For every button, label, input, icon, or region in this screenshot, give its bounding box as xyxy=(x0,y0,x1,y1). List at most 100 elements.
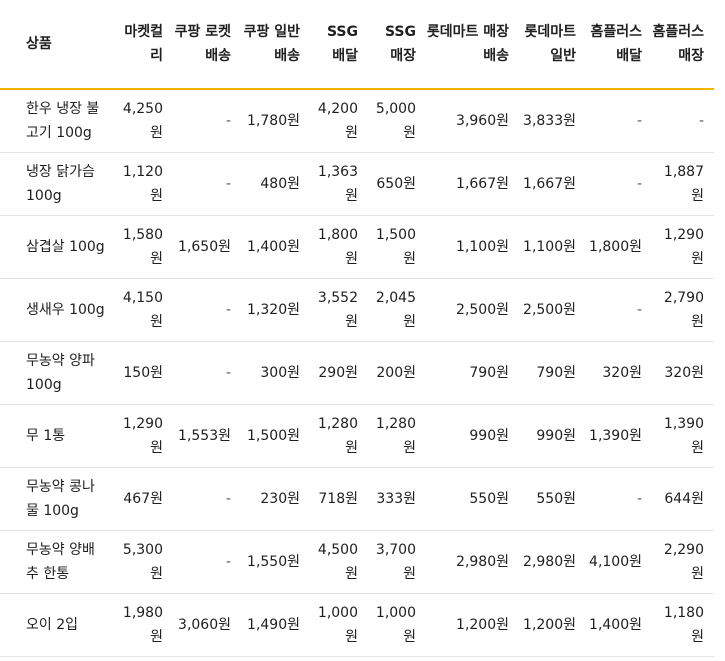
header-lottemart-general: 롯데마트 일반 xyxy=(519,0,586,90)
price-cell-lottemart-general: 2,980원 xyxy=(523,553,576,570)
table-row: 오이 2입 1,980원 3,060원 1,490원 1,000원 1,000원 1,200… xyxy=(0,593,714,656)
price-cell-lottemart-general: 1,100원 xyxy=(523,238,576,255)
cell-product-name: 오이 2입 xyxy=(26,616,78,633)
price-cell-homeplus-delivery: 4,100원 xyxy=(589,553,642,570)
price-cell-coupang-rocket: 1,650원 xyxy=(178,238,231,255)
price-cell-lottemart-store-delivery: 550원 xyxy=(469,490,509,507)
price-cell-coupang-general: 1,320원 xyxy=(247,301,300,318)
price-cell-ssg-store: 2,045원 xyxy=(375,289,416,330)
price-cell-homeplus-store: 644원 xyxy=(664,490,704,507)
price-cell-lottemart-store-delivery: 2,980원 xyxy=(456,553,509,570)
cell-product-name: 한우 냉장 불고기 100g xyxy=(26,100,100,141)
header-row: 상품 마켓컬리 쿠팡 로켓배송 쿠팡 일반배송 SSG 배달 SSG 매장 롯데… xyxy=(0,0,714,90)
price-cell-ssg-store: 200원 xyxy=(376,364,416,381)
price-cell-coupang-general: 300원 xyxy=(260,364,300,381)
price-cell-lottemart-general: 990원 xyxy=(536,427,576,444)
price-cell-coupang-general: 480원 xyxy=(260,175,300,192)
price-cell-homeplus-store: 1,887원 xyxy=(663,163,704,204)
price-cell-homeplus-delivery: - xyxy=(636,490,642,507)
price-cell-lottemart-store-delivery: 1,100원 xyxy=(456,238,509,255)
price-cell-lottemart-store-delivery: 1,667원 xyxy=(456,175,509,192)
price-cell-ssg-store: 650원 xyxy=(376,175,416,192)
cell-product-name: 무농약 양배추 한통 xyxy=(26,541,95,582)
price-cell-lottemart-store-delivery: 2,500원 xyxy=(456,301,509,318)
price-cell-ssg-store: 1,280원 xyxy=(375,415,416,456)
price-cell-market-kurly: 467원 xyxy=(123,490,163,507)
price-cell-homeplus-delivery: 1,390원 xyxy=(589,427,642,444)
price-cell-lottemart-general: 550원 xyxy=(536,490,576,507)
price-cell-ssg-delivery: 4,200원 xyxy=(317,100,358,141)
price-cell-lottemart-general: 1,667원 xyxy=(523,175,576,192)
price-cell-ssg-delivery: 1,800원 xyxy=(317,226,358,267)
cell-product-name: 무농약 양파 100g xyxy=(26,352,95,393)
price-cell-ssg-delivery: 290원 xyxy=(318,364,358,381)
price-cell-ssg-delivery: 4,500원 xyxy=(317,541,358,582)
price-cell-lottemart-store-delivery: 790원 xyxy=(469,364,509,381)
price-cell-lottemart-general: 2,500원 xyxy=(523,301,576,318)
price-cell-coupang-general: 1,490원 xyxy=(247,616,300,633)
header-lottemart-store-delivery: 롯데마트 매장배송 xyxy=(426,0,519,90)
price-cell-market-kurly: 1,120원 xyxy=(122,163,163,204)
header-ssg-delivery: SSG 배달 xyxy=(310,0,368,90)
header-homeplus-delivery: 홈플러스 배달 xyxy=(586,0,652,90)
price-cell-market-kurly: 1,980원 xyxy=(122,604,163,645)
price-cell-lottemart-general: 1,200원 xyxy=(523,616,576,633)
header-market-kurly: 마켓컬리 xyxy=(115,0,173,90)
price-cell-coupang-rocket: - xyxy=(225,301,231,318)
price-cell-homeplus-delivery: - xyxy=(636,112,642,129)
price-cell-homeplus-delivery: 1,400원 xyxy=(589,616,642,633)
price-cell-homeplus-delivery: - xyxy=(636,175,642,192)
price-cell-market-kurly: 1,580원 xyxy=(122,226,163,267)
price-cell-homeplus-delivery: - xyxy=(636,301,642,318)
header-homeplus-store: 홈플러스 매장 xyxy=(652,0,714,90)
price-cell-homeplus-store: 1,180원 xyxy=(663,604,704,645)
price-cell-ssg-store: 5,000원 xyxy=(375,100,416,141)
price-cell-coupang-general: 1,780원 xyxy=(247,112,300,129)
table-row: 냉장 닭가슴 100g 1,120원 - 480원 1,363원 650원 1,667원 1,… xyxy=(0,152,714,215)
header-coupang-rocket: 쿠팡 로켓배송 xyxy=(173,0,241,90)
price-cell-coupang-rocket: 3,060원 xyxy=(178,616,231,633)
price-cell-homeplus-store: 2,790원 xyxy=(663,289,704,330)
price-cell-coupang-rocket: - xyxy=(225,490,231,507)
table-body: 한우 냉장 불고기 100g 4,250원 -1,780원 4,200원 5,000원 3… xyxy=(0,89,714,656)
price-cell-coupang-general: 1,550원 xyxy=(247,553,300,570)
price-cell-ssg-store: 3,700원 xyxy=(375,541,416,582)
price-comparison-table: 상품 마켓컬리 쿠팡 로켓배송 쿠팡 일반배송 SSG 배달 SSG 매장 롯데… xyxy=(0,0,714,656)
cell-product-name: 삼겹살 100g xyxy=(26,238,105,255)
header-ssg-store: SSG 매장 xyxy=(368,0,426,90)
price-cell-market-kurly: 4,150원 xyxy=(122,289,163,330)
price-cell-homeplus-delivery: 1,800원 xyxy=(589,238,642,255)
price-cell-homeplus-store: 2,290원 xyxy=(663,541,704,582)
cell-product-name: 냉장 닭가슴 100g xyxy=(26,163,95,204)
table-row: 삼겹살 100g 1,580원 1,650원 1,400원 1,800원 1,500원 1,… xyxy=(0,215,714,278)
cell-product-name: 생새우 100g xyxy=(26,301,105,318)
table-row: 생새우 100g 4,150원 -1,320원 3,552원 2,045원 2,500원 2… xyxy=(0,278,714,341)
price-cell-ssg-delivery: 718원 xyxy=(318,490,358,507)
price-cell-homeplus-store: 1,290원 xyxy=(663,226,704,267)
price-cell-homeplus-store: - xyxy=(698,112,704,129)
price-cell-market-kurly: 1,290원 xyxy=(122,415,163,456)
header-coupang-general: 쿠팡 일반배송 xyxy=(241,0,310,90)
price-cell-lottemart-store-delivery: 1,200원 xyxy=(456,616,509,633)
table-row: 무농약 콩나물 100g 467원 - 230원 718원 333원 550원 550원 - 64… xyxy=(0,467,714,530)
price-cell-ssg-delivery: 1,280원 xyxy=(317,415,358,456)
price-cell-ssg-delivery: 1,363원 xyxy=(317,163,358,204)
price-cell-lottemart-store-delivery: 3,960원 xyxy=(456,112,509,129)
price-cell-ssg-store: 333원 xyxy=(376,490,416,507)
price-cell-coupang-rocket: 1,553원 xyxy=(178,427,231,444)
price-cell-lottemart-general: 790원 xyxy=(536,364,576,381)
table-header: 상품 마켓컬리 쿠팡 로켓배송 쿠팡 일반배송 SSG 배달 SSG 매장 롯데… xyxy=(0,0,714,90)
price-cell-ssg-delivery: 1,000원 xyxy=(317,604,358,645)
table-row: 무농약 양배추 한통 5,300원 -1,550원 4,500원 3,700원 2,980… xyxy=(0,530,714,593)
price-cell-coupang-general: 230원 xyxy=(260,490,300,507)
table-row: 무농약 양파 100g 150원 - 300원 290원 200원 790원 790원 320원… xyxy=(0,341,714,404)
price-cell-ssg-store: 1,000원 xyxy=(375,604,416,645)
table-row: 무 1통 1,290원 1,553원 1,500원 1,280원 1,280원 990원 99… xyxy=(0,404,714,467)
price-cell-homeplus-store: 1,390원 xyxy=(663,415,704,456)
price-cell-ssg-delivery: 3,552원 xyxy=(317,289,358,330)
price-cell-coupang-rocket: - xyxy=(225,175,231,192)
price-cell-homeplus-delivery: 320원 xyxy=(602,364,642,381)
price-cell-market-kurly: 5,300원 xyxy=(122,541,163,582)
price-cell-lottemart-store-delivery: 990원 xyxy=(469,427,509,444)
